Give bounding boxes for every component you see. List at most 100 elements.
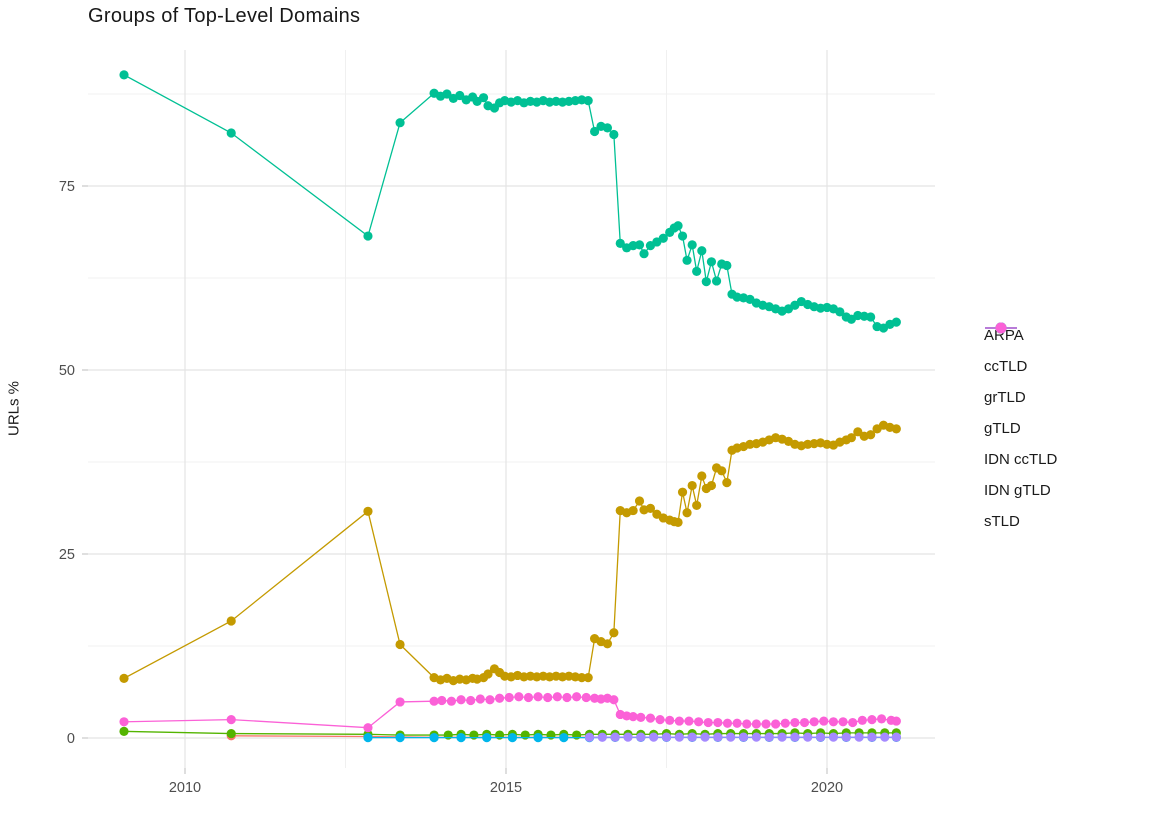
- data-point: [533, 692, 543, 702]
- data-point: [363, 723, 373, 733]
- legend-item-label: sTLD: [984, 513, 1020, 530]
- data-point: [692, 266, 702, 276]
- data-point: [692, 500, 702, 511]
- data-point: [636, 732, 646, 742]
- data-point: [494, 693, 505, 703]
- data-point: [682, 255, 692, 265]
- data-point: [866, 312, 876, 322]
- data-point: [581, 692, 591, 703]
- data-point: [597, 732, 607, 742]
- data-point: [713, 717, 723, 728]
- data-point: [867, 715, 877, 725]
- data-point: [615, 238, 625, 249]
- data-point: [639, 249, 649, 259]
- data-point: [456, 733, 466, 743]
- data-point: [602, 639, 613, 649]
- data-point: [682, 508, 692, 518]
- data-point: [483, 669, 493, 679]
- data-point: [395, 118, 405, 128]
- data-point: [478, 93, 489, 103]
- data-point: [771, 719, 781, 729]
- data-point: [562, 692, 572, 703]
- data-point: [119, 717, 129, 727]
- data-point: [589, 126, 600, 137]
- data-point: [533, 733, 543, 743]
- data-point: [694, 717, 704, 727]
- data-point: [514, 692, 524, 702]
- x-tick-label: 2010: [169, 780, 201, 796]
- data-point: [751, 719, 761, 729]
- data-point: [687, 480, 697, 491]
- data-point: [677, 231, 688, 241]
- data-point: [828, 717, 839, 727]
- y-axis-title: URLs %: [5, 381, 23, 437]
- data-point: [649, 732, 659, 742]
- data-point: [226, 715, 236, 725]
- data-point: [742, 719, 752, 729]
- data-point: [634, 240, 645, 250]
- chart-title: Groups of Top-Level Domains: [88, 5, 361, 27]
- data-point: [846, 433, 856, 443]
- data-point: [475, 694, 485, 704]
- y-tick-label: 25: [59, 547, 75, 563]
- data-point: [687, 240, 697, 250]
- data-point: [602, 123, 613, 133]
- data-point: [552, 692, 562, 702]
- legend-item-label: IDN ccTLD: [984, 451, 1058, 468]
- data-point: [790, 732, 800, 742]
- data-point: [645, 503, 656, 513]
- data-point: [485, 695, 495, 705]
- data-point: [713, 732, 723, 742]
- series-line-cctld: [123, 424, 897, 682]
- data-point: [790, 717, 800, 728]
- data-point: [446, 696, 457, 706]
- data-point: [658, 233, 668, 243]
- data-point: [726, 732, 736, 742]
- data-point: [700, 732, 710, 742]
- data-point: [466, 695, 476, 706]
- data-point: [780, 718, 790, 728]
- data-point: [673, 221, 683, 231]
- data-point: [623, 732, 633, 742]
- data-point: [853, 427, 863, 437]
- data-point: [628, 505, 638, 516]
- data-point: [732, 718, 742, 728]
- x-tick-label: 2015: [490, 780, 522, 796]
- data-point: [119, 70, 129, 80]
- data-point: [701, 277, 711, 287]
- data-point: [866, 430, 876, 440]
- data-point: [636, 712, 646, 722]
- data-point: [848, 717, 858, 728]
- data-point: [119, 673, 129, 683]
- legend-item-gtld: gTLD: [984, 322, 1057, 444]
- y-tick-label: 50: [59, 363, 75, 379]
- data-point: [891, 424, 901, 434]
- legend-item-stld: sTLD: [984, 322, 1057, 537]
- data-point: [677, 487, 688, 497]
- data-point: [609, 129, 619, 140]
- data-point: [764, 732, 774, 742]
- data-point: [828, 732, 839, 742]
- legend-key-icon: [985, 322, 1017, 334]
- data-point: [815, 732, 826, 742]
- legend-item-cctld: ccTLD: [984, 322, 1057, 382]
- data-point: [655, 715, 665, 725]
- data-point: [395, 697, 405, 707]
- data-point: [583, 96, 593, 106]
- data-point: [645, 713, 656, 723]
- data-point: [838, 717, 848, 727]
- data-point: [722, 718, 733, 728]
- data-point: [674, 732, 684, 742]
- data-point: [777, 732, 787, 742]
- data-point: [891, 732, 901, 742]
- data-point: [703, 717, 713, 728]
- legend-item-idn-cctld: IDN ccTLD: [984, 322, 1058, 475]
- x-tick-label: 2020: [811, 780, 843, 796]
- data-point: [559, 733, 569, 743]
- data-point: [226, 616, 236, 626]
- data-point: [673, 517, 683, 527]
- data-point: [363, 506, 373, 516]
- data-point: [761, 719, 771, 729]
- data-point: [661, 732, 672, 742]
